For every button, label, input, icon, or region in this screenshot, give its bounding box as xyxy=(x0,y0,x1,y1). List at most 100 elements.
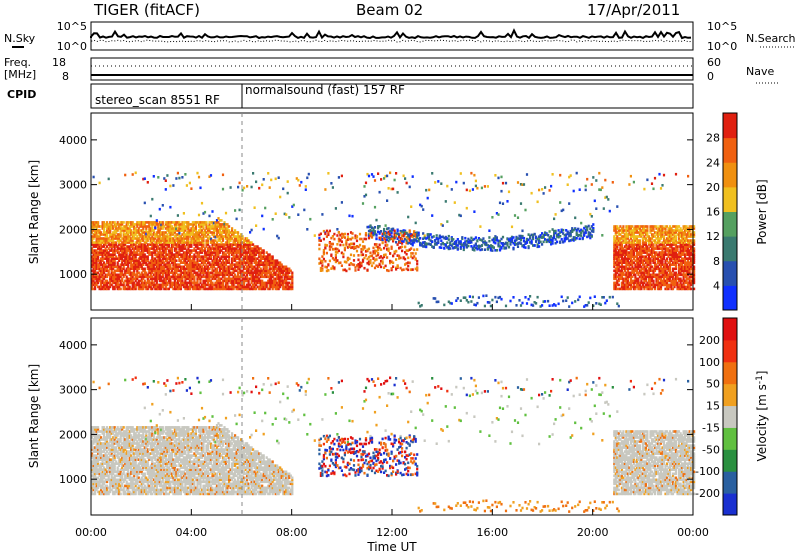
rti-cell xyxy=(267,275,270,279)
rti-cell xyxy=(122,229,125,232)
rti-cell xyxy=(377,251,380,255)
rti-cell xyxy=(343,268,346,272)
rti-cell xyxy=(229,287,232,291)
rti-cell xyxy=(422,232,425,235)
rti-cell xyxy=(279,275,282,279)
rti-cell xyxy=(226,281,229,285)
rti-cell xyxy=(166,243,169,246)
rti-cell xyxy=(462,246,465,249)
rti-cell xyxy=(113,277,116,281)
rti-cell xyxy=(158,287,161,291)
rti-cell xyxy=(175,227,178,231)
rti-cell xyxy=(119,247,122,250)
rti-cell xyxy=(170,283,173,287)
rti-cell xyxy=(118,279,121,283)
rti-cell xyxy=(193,283,196,287)
rti-cell xyxy=(113,257,116,260)
rti-cell xyxy=(218,277,222,281)
rti-cell xyxy=(176,239,179,242)
rti-cell xyxy=(261,273,264,277)
rti-cell xyxy=(94,273,97,277)
rti-cell xyxy=(109,273,112,277)
rti-cell xyxy=(613,283,616,287)
rti-cell xyxy=(154,269,157,273)
rti-cell xyxy=(179,275,182,279)
rti-cell xyxy=(614,263,617,266)
rti-cell xyxy=(127,259,130,262)
rti-cell xyxy=(461,236,464,239)
rti-cell xyxy=(214,267,217,271)
rti-cell xyxy=(143,249,146,252)
rti-cell xyxy=(220,225,223,228)
rti-cell xyxy=(246,251,249,254)
rti-cell xyxy=(264,271,267,275)
rti-cell xyxy=(223,229,226,232)
rti-cell xyxy=(548,236,551,239)
rti-cell xyxy=(149,237,152,240)
rti-cell xyxy=(109,225,112,228)
rti-cell xyxy=(142,263,145,266)
rti-cell xyxy=(223,231,226,234)
rti-cell xyxy=(489,244,492,248)
rti-cell xyxy=(134,171,137,175)
rti-cell xyxy=(103,233,106,236)
rti-cell xyxy=(178,241,181,244)
rti-cell xyxy=(133,261,136,264)
rti-cell xyxy=(262,265,265,269)
rti-cell xyxy=(115,227,118,230)
rti-cell xyxy=(97,265,100,269)
rti-cell xyxy=(416,231,419,234)
rti-cell xyxy=(179,249,182,252)
rti-cell xyxy=(119,275,122,279)
rti-cell xyxy=(324,259,327,263)
rti-cell xyxy=(393,233,396,236)
rti-cell xyxy=(200,271,204,275)
rti-cell xyxy=(142,273,145,277)
rti-cell xyxy=(255,249,258,252)
rti-cell xyxy=(259,263,262,266)
rti-cell xyxy=(215,249,219,252)
rti-cell xyxy=(160,253,163,256)
rti-cell xyxy=(95,263,98,266)
rti-cell xyxy=(255,259,258,262)
radar-title: TIGER (fitACF) xyxy=(93,1,200,19)
rti-cell xyxy=(240,285,243,289)
rti-cell xyxy=(327,172,330,175)
rti-cell xyxy=(163,177,166,180)
rti-cell xyxy=(148,247,151,250)
rti-cell xyxy=(190,231,193,234)
rti-cell xyxy=(142,177,145,181)
rti-cell xyxy=(130,239,133,242)
noise-tick-right-top: 10^5 xyxy=(707,20,737,33)
rti-cell xyxy=(221,263,225,266)
rti-cell xyxy=(107,281,110,285)
rti-cell xyxy=(122,231,125,234)
rti-cell xyxy=(364,254,368,257)
rti-cell xyxy=(166,273,169,277)
rti-cell xyxy=(613,273,616,277)
rti-cell xyxy=(211,223,214,226)
rti-cell xyxy=(206,237,210,240)
rti-cell xyxy=(133,255,136,258)
rti-cell xyxy=(115,229,118,232)
rti-cell xyxy=(616,302,619,305)
rti-cell xyxy=(122,263,125,266)
rti-cell xyxy=(616,205,619,208)
rti-cell xyxy=(223,277,226,281)
rti-cell xyxy=(206,253,210,256)
rti-cell xyxy=(337,261,340,265)
rti-cell xyxy=(232,267,235,271)
rti-cell xyxy=(157,176,160,179)
rti-cell xyxy=(238,181,241,185)
rti-cell xyxy=(407,241,410,245)
rti-cell xyxy=(100,281,103,285)
rti-cell xyxy=(158,277,161,281)
rti-cell xyxy=(208,227,211,230)
rti-cell xyxy=(364,233,368,237)
rti-cell xyxy=(243,265,246,269)
rti-cell xyxy=(271,257,274,260)
rti-cell xyxy=(157,253,160,256)
rti-cell xyxy=(124,233,127,236)
rti-cell xyxy=(631,271,634,275)
rti-cell xyxy=(237,265,240,269)
